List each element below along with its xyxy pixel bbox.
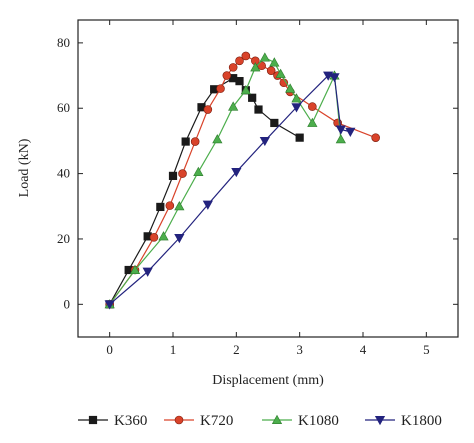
y-tick-label: 0 xyxy=(64,296,71,311)
data-point xyxy=(193,166,204,176)
legend-marker xyxy=(88,415,98,425)
data-point xyxy=(158,231,169,241)
data-point xyxy=(259,136,270,147)
data-point xyxy=(266,66,276,75)
data-point xyxy=(269,57,280,67)
x-tick-label: 4 xyxy=(360,342,367,357)
y-axis-title: Load (kN) xyxy=(17,138,32,197)
data-point xyxy=(168,171,178,180)
data-point xyxy=(259,52,270,62)
legend-item-k360: K360 xyxy=(78,413,147,429)
data-point xyxy=(174,233,185,244)
legend-item-k720: K720 xyxy=(164,413,233,429)
legend-item-k1080: K1080 xyxy=(262,413,339,429)
x-tick-label: 2 xyxy=(233,342,240,357)
legend: K360 K720 K1080 K1800 xyxy=(78,413,442,429)
data-point xyxy=(216,84,225,93)
series-k1080 xyxy=(104,52,346,309)
data-point xyxy=(104,300,115,310)
y-tick-label: 40 xyxy=(57,166,70,181)
data-point xyxy=(371,133,380,142)
data-point xyxy=(308,102,317,111)
data-point xyxy=(248,93,257,102)
data-point xyxy=(222,71,232,80)
legend-label: K1080 xyxy=(298,413,339,429)
plot-frame xyxy=(77,19,459,338)
legend-marker xyxy=(174,415,184,425)
data-point xyxy=(202,200,213,210)
data-point xyxy=(291,103,302,113)
data-point xyxy=(156,202,165,212)
data-point xyxy=(241,51,251,61)
data-point xyxy=(240,85,251,95)
data-point xyxy=(291,93,302,103)
series-layer xyxy=(104,51,380,310)
x-axis-title: Displacement (mm) xyxy=(212,373,324,388)
data-point xyxy=(149,233,159,242)
data-point xyxy=(235,56,244,66)
legend-label: K360 xyxy=(114,413,147,429)
legend-label: K720 xyxy=(200,413,233,429)
y-tick-label: 80 xyxy=(57,35,70,50)
x-tick-label: 3 xyxy=(296,342,303,357)
data-point xyxy=(129,264,141,274)
data-point xyxy=(228,101,239,111)
data-point xyxy=(228,63,238,72)
data-point xyxy=(203,105,213,114)
data-point xyxy=(254,105,263,114)
data-point xyxy=(275,68,286,78)
x-tick-label: 0 xyxy=(106,342,113,357)
data-point xyxy=(235,77,244,86)
data-point xyxy=(231,167,242,178)
data-point xyxy=(142,267,153,277)
legend-label: K1800 xyxy=(401,413,442,429)
data-point xyxy=(307,117,318,127)
data-point xyxy=(295,133,304,142)
data-point xyxy=(335,125,346,135)
data-point xyxy=(181,137,190,146)
legend-marker xyxy=(374,416,386,426)
series-k1800 xyxy=(104,71,356,310)
data-point xyxy=(174,201,185,211)
data-point xyxy=(270,118,279,128)
data-point xyxy=(212,134,223,144)
data-point xyxy=(329,73,340,83)
y-tick-label: 20 xyxy=(57,231,70,246)
x-tick-label: 1 xyxy=(170,342,177,357)
data-point xyxy=(190,137,200,146)
x-tick-label: 5 xyxy=(423,342,430,357)
data-point xyxy=(250,62,261,72)
axes: 0 1 2 3 4 5 0 20 40 60 80 xyxy=(57,19,459,357)
data-point xyxy=(345,127,356,137)
legend-marker xyxy=(271,414,283,424)
data-point xyxy=(165,201,175,210)
data-point xyxy=(285,83,296,93)
data-point xyxy=(335,134,346,144)
data-point xyxy=(178,169,187,178)
series-line-k1080 xyxy=(109,56,342,305)
y-tick-label: 60 xyxy=(57,100,70,115)
legend-item-k1800: K1800 xyxy=(365,413,442,429)
